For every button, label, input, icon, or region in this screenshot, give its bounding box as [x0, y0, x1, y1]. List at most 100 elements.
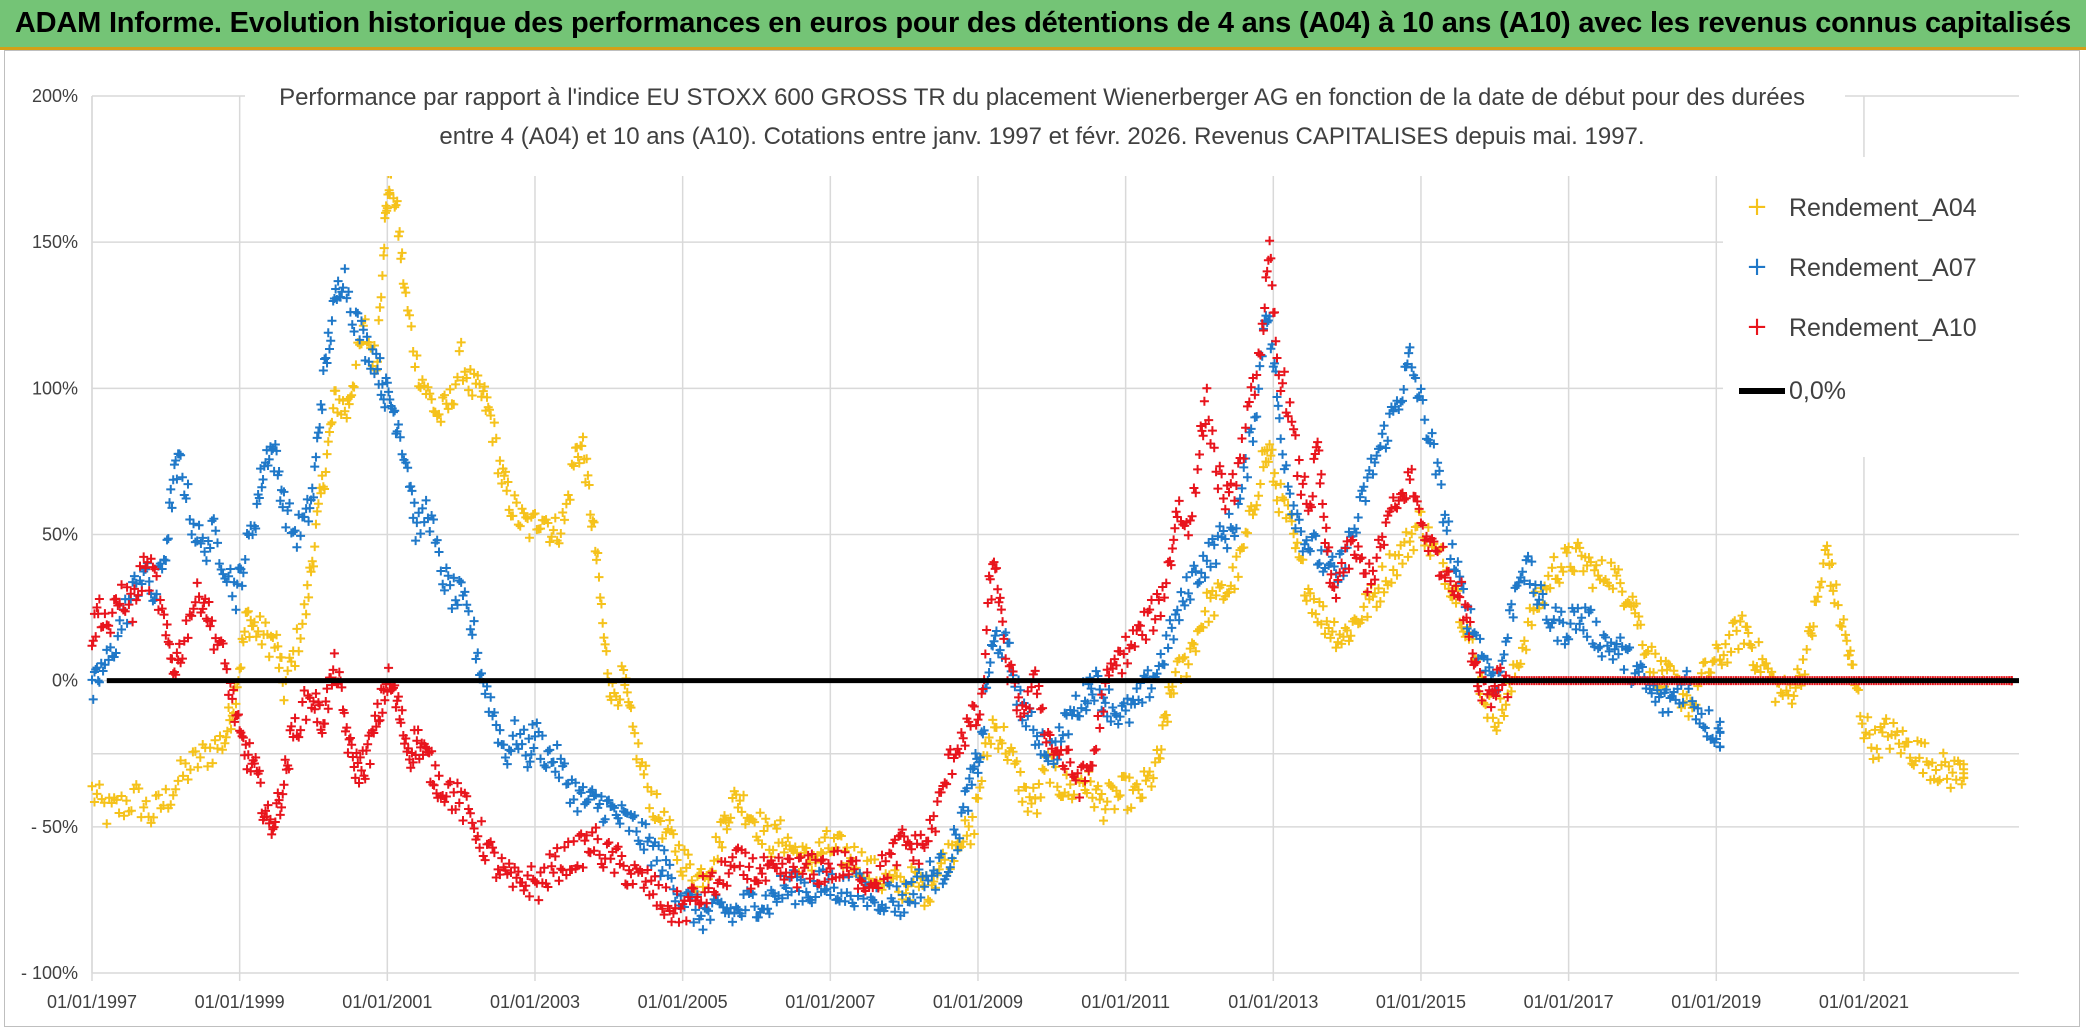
- data-point: [92, 603, 102, 613]
- data-point: [988, 641, 998, 651]
- data-point: [1845, 646, 1855, 656]
- data-point: [1169, 535, 1179, 545]
- data-point: [1564, 542, 1574, 552]
- data-point: [1254, 491, 1264, 501]
- data-point: [1457, 577, 1467, 587]
- data-point: [155, 595, 165, 605]
- data-point: [353, 758, 363, 768]
- data-point: [545, 537, 555, 547]
- data-point: [1255, 361, 1265, 371]
- data-point: [1789, 691, 1799, 701]
- data-point: [962, 783, 972, 793]
- data-point: [1756, 667, 1766, 677]
- data-point: [363, 739, 373, 749]
- data-point: [1169, 634, 1179, 644]
- data-point: [777, 893, 787, 903]
- data-point: [798, 869, 808, 879]
- data-point: [569, 794, 579, 804]
- data-point: [1084, 766, 1094, 776]
- data-point: [165, 639, 175, 649]
- data-point: [947, 853, 957, 863]
- data-point: [1468, 649, 1478, 659]
- data-point: [1191, 646, 1201, 656]
- data-point: [1842, 636, 1852, 646]
- data-point: [1271, 480, 1281, 490]
- data-point: [1331, 593, 1341, 603]
- data-point: [603, 669, 613, 679]
- data-point: [1087, 690, 1097, 700]
- data-point: [583, 470, 593, 480]
- data-point: [1202, 588, 1212, 598]
- data-point: [648, 889, 658, 899]
- data-point: [703, 883, 713, 893]
- data-point: [820, 877, 830, 887]
- data-point: [436, 417, 446, 427]
- data-point: [504, 859, 514, 869]
- data-point: [1866, 743, 1876, 753]
- data-point: [376, 292, 386, 302]
- data-point: [1564, 634, 1574, 644]
- data-point: [534, 895, 544, 905]
- data-point: [165, 498, 175, 508]
- data-point: [299, 685, 309, 695]
- data-point: [203, 536, 213, 546]
- data-point: [344, 399, 354, 409]
- data-point: [249, 617, 259, 627]
- data-point: [1492, 725, 1502, 735]
- data-point: [667, 873, 677, 883]
- x-axis-ticks: 01/01/1997 01/01/1999 01/01/2001 01/01/2003…: [47, 992, 1909, 1012]
- data-point: [238, 637, 248, 647]
- data-point: [641, 819, 651, 829]
- data-point: [877, 850, 887, 860]
- data-point: [1015, 767, 1025, 777]
- data-point: [1313, 437, 1323, 447]
- data-point: [348, 381, 358, 391]
- data-point: [1038, 703, 1048, 713]
- data-point: [1097, 690, 1107, 700]
- data-point: [1141, 776, 1151, 786]
- data-point: [141, 796, 151, 806]
- data-point: [1898, 726, 1908, 736]
- data-point: [1329, 617, 1339, 627]
- data-point: [931, 885, 941, 895]
- data-point: [220, 658, 230, 668]
- data-point: [255, 611, 265, 621]
- data-point: [548, 525, 558, 535]
- data-point: [320, 484, 330, 494]
- data-point: [1852, 683, 1862, 693]
- data-point: [1108, 702, 1118, 712]
- data-point: [1802, 644, 1812, 654]
- data-point: [1102, 711, 1112, 721]
- data-point: [1715, 717, 1725, 727]
- data-point: [567, 459, 577, 469]
- data-point: [235, 664, 245, 674]
- data-point: [221, 732, 231, 742]
- data-point: [814, 837, 824, 847]
- data-point: [87, 781, 97, 791]
- data-point: [1444, 517, 1454, 527]
- data-point: [1438, 558, 1448, 568]
- data-point: [403, 463, 413, 473]
- data-point: [1575, 619, 1585, 629]
- data-point: [1239, 462, 1249, 472]
- data-point: [1715, 728, 1725, 738]
- data-point: [1124, 773, 1134, 783]
- data-point: [740, 905, 750, 915]
- data-point: [836, 831, 846, 841]
- data-point: [1170, 667, 1180, 677]
- data-point: [1615, 578, 1625, 588]
- data-point: [1372, 602, 1382, 612]
- data-point: [344, 734, 354, 744]
- data-point: [249, 758, 259, 768]
- data-point: [1809, 622, 1818, 632]
- data-point: [120, 606, 130, 616]
- data-point: [412, 736, 422, 746]
- data-point: [441, 792, 451, 802]
- data-point: [214, 559, 224, 569]
- data-point: [230, 717, 240, 727]
- data-point: [1260, 303, 1270, 313]
- data-point: [1543, 571, 1553, 581]
- data-point: [320, 719, 330, 729]
- data-point: [94, 594, 104, 604]
- data-point: [1167, 623, 1177, 633]
